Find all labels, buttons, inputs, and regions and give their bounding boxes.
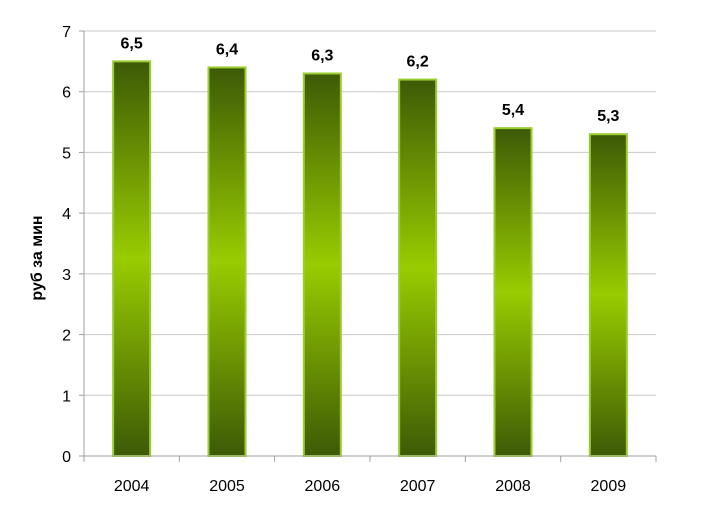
bar-2004 [112, 60, 152, 457]
data-label-2007: 6,2 [407, 54, 429, 71]
y-tick-label: 3 [62, 267, 71, 284]
labels: 0 1 2 3 4 5 6 7 6,5 2004 6,4 2005 6,3 2006 6,2 2007 5,4 2… [62, 24, 626, 495]
data-label-2009: 5,3 [597, 108, 619, 125]
gridlines [84, 30, 656, 396]
y-tick-label: 5 [62, 145, 71, 162]
bar-2005 [207, 66, 247, 458]
data-label-2005: 6,4 [216, 41, 238, 58]
bar-2006 [302, 72, 342, 457]
x-tick-label-2005: 2005 [209, 478, 245, 495]
y-tick-label: 7 [62, 24, 71, 41]
y-tick-label: 1 [62, 388, 71, 405]
bar-2009 [588, 133, 628, 457]
y-tick-label: 2 [62, 328, 71, 345]
x-tick-label-2008: 2008 [495, 478, 531, 495]
x-tick-label-2009: 2009 [591, 478, 627, 495]
x-tick-label-2006: 2006 [305, 478, 341, 495]
data-label-2004: 6,5 [121, 35, 143, 52]
y-tick-label: 6 [62, 85, 71, 102]
data-label-2008: 5,4 [502, 102, 524, 119]
x-tick-label-2007: 2007 [400, 478, 436, 495]
bars [112, 60, 628, 458]
y-tick-label: 4 [62, 206, 71, 223]
bar-2008 [493, 127, 533, 457]
axes [79, 30, 657, 462]
x-tick-label-2004: 2004 [114, 478, 150, 495]
y-tick-label: 0 [62, 449, 71, 466]
bar-2007 [398, 78, 438, 457]
data-label-2006: 6,3 [311, 48, 333, 65]
y-axis-title: руб за мин [29, 215, 46, 300]
